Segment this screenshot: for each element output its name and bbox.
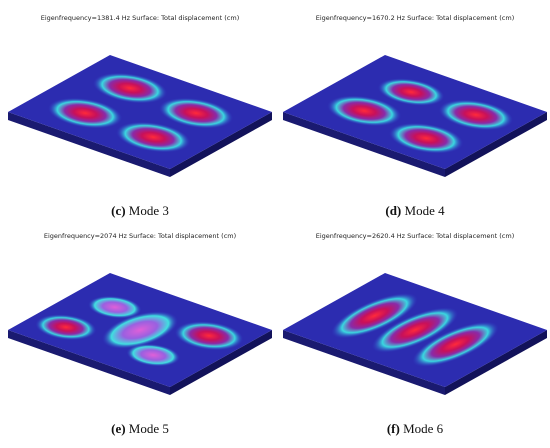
- panel-label: (d): [385, 203, 401, 218]
- panel: Eigenfrequency=2074 Hz Surface: Total di…: [8, 232, 272, 436]
- plate-side: [8, 112, 170, 177]
- caption-text: Mode 5: [129, 421, 169, 436]
- panel-caption: (e) Mode 5: [111, 421, 169, 436]
- panel-caption: (c) Mode 3: [111, 203, 169, 218]
- caption-text: Mode 3: [129, 203, 169, 218]
- mode-lobe: [412, 321, 499, 367]
- panel-caption: (f) Mode 6: [387, 421, 444, 436]
- panel-header: Eigenfrequency=2074 Hz Surface: Total di…: [44, 232, 236, 240]
- panel-caption: (d) Mode 4: [385, 203, 445, 218]
- plate-side: [283, 112, 445, 177]
- plate: [8, 55, 272, 169]
- panel: Eigenfrequency=1381.4 Hz Surface: Total …: [8, 14, 272, 218]
- mode-lobe: [158, 97, 234, 129]
- plate-side: [8, 330, 170, 395]
- panel: Eigenfrequency=1670.2 Hz Surface: Total …: [283, 14, 547, 218]
- mode-lobe: [35, 314, 97, 341]
- mode-lobe: [388, 122, 464, 154]
- panel-header: Eigenfrequency=1381.4 Hz Surface: Total …: [41, 14, 240, 22]
- mode-lobe: [174, 321, 244, 351]
- plate: [283, 273, 547, 387]
- mode-lobe: [87, 295, 142, 319]
- panel-label: (e): [111, 421, 125, 436]
- plate-side: [283, 330, 445, 395]
- plate-surface: [8, 55, 272, 169]
- plate-side: [445, 330, 547, 395]
- mode-lobe: [371, 307, 459, 353]
- mode-lobe: [101, 311, 179, 349]
- panel-header: Eigenfrequency=1670.2 Hz Surface: Total …: [316, 14, 515, 22]
- mode-lobe: [377, 78, 445, 106]
- plate: [8, 273, 272, 387]
- panel-label: (c): [111, 203, 125, 218]
- caption-text: Mode 6: [403, 421, 444, 436]
- panel: Eigenfrequency=2620.4 Hz Surface: Total …: [283, 232, 547, 436]
- panel-label: (f): [387, 421, 400, 436]
- mode-lobe: [331, 293, 418, 339]
- plate-side: [170, 112, 272, 177]
- mode-lobe: [126, 343, 181, 367]
- caption-text: Mode 4: [405, 203, 446, 218]
- mode-lobe: [92, 72, 168, 104]
- mode-lobe: [115, 121, 191, 153]
- plate: [283, 55, 547, 169]
- plate-side: [445, 112, 547, 177]
- plate-surface: [283, 55, 547, 169]
- mode-lobe: [326, 95, 402, 127]
- plate-side: [170, 330, 272, 395]
- panel-header: Eigenfrequency=2620.4 Hz Surface: Total …: [316, 232, 515, 240]
- mode-lobe: [438, 99, 514, 131]
- mode-lobe: [47, 97, 123, 129]
